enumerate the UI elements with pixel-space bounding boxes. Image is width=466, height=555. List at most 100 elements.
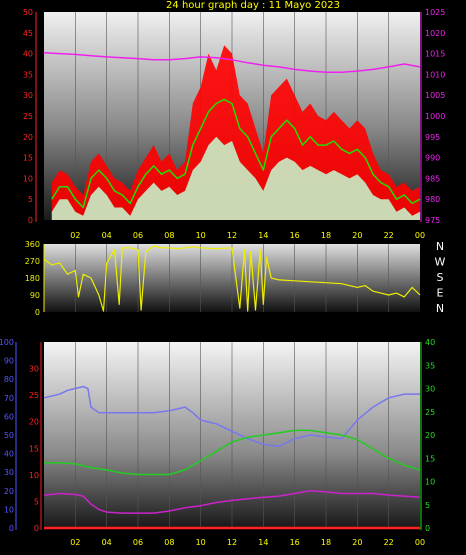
direction-axis-tick: 90 — [30, 291, 40, 300]
dewpoint-axis-labels: 0 5 10 15 20 25 30 — [29, 365, 39, 533]
wind-min-area — [51, 136, 421, 220]
wind-axis-tick: 5 — [28, 195, 33, 204]
humidity-axis-tick: 0 — [9, 524, 14, 533]
direction-axis-tick: 180 — [25, 274, 40, 283]
compass-label: W — [435, 256, 446, 269]
x-tick-label: 18 — [321, 231, 331, 240]
dewpoint-axis-tick: 30 — [29, 365, 39, 374]
pressure-axis-tick: 1005 — [425, 91, 445, 100]
temperature-axis-tick: 25 — [425, 408, 435, 417]
compass-label: N — [436, 302, 444, 315]
x-tick-label: 06 — [133, 538, 143, 547]
x-tick-label: 16 — [290, 538, 300, 547]
x-tick-label: 16 — [290, 231, 300, 240]
x-tick-label: 18 — [321, 538, 331, 547]
temperature-axis-tick: 40 — [425, 338, 435, 347]
x-tick-label: 00 — [415, 538, 425, 547]
wind-speed-axis-labels: 0 5 10 15 20 25 30 35 40 45 50 — [23, 8, 33, 225]
wind-pressure-x-labels: 02 04 06 08 10 12 14 16 18 20 22 00 — [70, 231, 425, 240]
pressure-axis-tick: 995 — [425, 133, 440, 142]
wind-axis-tick: 35 — [23, 70, 33, 79]
temperature-axis-tick: 5 — [425, 501, 430, 510]
temp-humidity-series — [43, 385, 421, 530]
page-title: 24 hour graph day : 11 Mayo 2023 — [166, 0, 340, 11]
pressure-axis-tick: 1000 — [425, 112, 445, 121]
temperature-axis-tick: 30 — [425, 385, 435, 394]
dewpoint-axis-tick: 15 — [29, 444, 39, 453]
dewpoint-axis-tick: 20 — [29, 418, 39, 427]
temp-humidity-x-labels: 02 04 06 08 10 12 14 16 18 20 22 00 — [70, 538, 425, 547]
x-tick-label: 22 — [384, 538, 394, 547]
x-tick-label: 04 — [102, 538, 112, 547]
temperature-axis-tick: 15 — [425, 454, 435, 463]
humidity-axis-tick: 40 — [4, 450, 14, 459]
wind-direction-line — [43, 245, 421, 312]
compass-label: E — [437, 287, 444, 300]
humidity-axis-tick: 50 — [4, 431, 14, 440]
temperature-axis-labels: 0 5 10 15 20 25 30 35 40 — [425, 338, 435, 533]
pressure-line — [43, 52, 421, 74]
wind-axis-tick: 20 — [23, 133, 33, 142]
x-tick-label: 10 — [196, 538, 206, 547]
wind-axis-tick: 30 — [23, 91, 33, 100]
humidity-axis-tick: 20 — [4, 487, 14, 496]
x-tick-label: 22 — [384, 231, 394, 240]
wind-axis-tick: 10 — [23, 174, 33, 183]
x-tick-label: 02 — [70, 231, 80, 240]
humidity-axis-tick: 100 — [0, 338, 14, 347]
wind-pressure-series — [43, 45, 421, 220]
humidity-axis-labels: 0 10 20 30 40 50 60 70 80 90 100 — [0, 338, 14, 533]
temperature-axis-tick: 10 — [425, 478, 435, 487]
dewpoint-axis-tick: 25 — [29, 391, 39, 400]
humidity-axis-tick: 70 — [4, 394, 14, 403]
wind-axis-tick: 25 — [23, 112, 33, 121]
x-tick-label: 02 — [70, 538, 80, 547]
humidity-axis-tick: 90 — [4, 357, 14, 366]
temperature-axis-tick: 0 — [425, 524, 430, 533]
pressure-axis-tick: 1025 — [425, 8, 445, 17]
pressure-axis-tick: 985 — [425, 174, 440, 183]
direction-axis-tick: 0 — [35, 308, 40, 317]
x-tick-label: 12 — [227, 231, 237, 240]
wind-axis-tick: 40 — [23, 50, 33, 59]
wind-axis-tick: 50 — [23, 8, 33, 17]
humidity-axis-tick: 30 — [4, 468, 14, 477]
humidity-axis-tick: 10 — [4, 505, 14, 514]
x-tick-label: 14 — [258, 231, 268, 240]
compass-label: S — [437, 271, 444, 284]
pressure-axis-tick: 1015 — [425, 50, 445, 59]
wind-axis-tick: 15 — [23, 154, 33, 163]
wind-avg-line — [51, 98, 421, 209]
pressure-axis-tick: 1020 — [425, 29, 445, 38]
humidity-line — [43, 385, 420, 447]
x-tick-label: 12 — [227, 538, 237, 547]
temperature-line — [44, 429, 421, 476]
x-tick-label: 06 — [133, 231, 143, 240]
compass-label: N — [436, 240, 444, 253]
x-tick-label: 08 — [164, 538, 174, 547]
x-tick-label: 08 — [164, 231, 174, 240]
x-tick-label: 20 — [352, 231, 362, 240]
x-tick-label: 00 — [415, 231, 425, 240]
temperature-axis-tick: 20 — [425, 431, 435, 440]
humidity-axis-tick: 60 — [4, 412, 14, 421]
wind-direction-series — [43, 245, 421, 312]
x-tick-label: 04 — [102, 231, 112, 240]
pressure-axis-tick: 1010 — [425, 70, 445, 79]
x-tick-label: 10 — [196, 231, 206, 240]
dewpoint-axis-tick: 5 — [34, 497, 39, 506]
direction-axis-tick: 360 — [25, 240, 40, 249]
temp-humidity-grid — [75, 342, 389, 528]
pressure-axis-labels: 975 980 985 990 995 1000 1005 1010 1015 1020 1025 — [425, 8, 445, 225]
dewpoint-line — [43, 490, 421, 514]
pressure-axis-tick: 975 — [425, 216, 440, 225]
direction-axis-tick: 270 — [25, 257, 40, 266]
temperature-axis-tick: 35 — [425, 361, 435, 370]
dewpoint-axis-tick: 10 — [29, 471, 39, 480]
dewpoint-axis-tick: 0 — [34, 524, 39, 533]
direction-axis-labels: 0 90 180 270 360 — [25, 240, 40, 317]
